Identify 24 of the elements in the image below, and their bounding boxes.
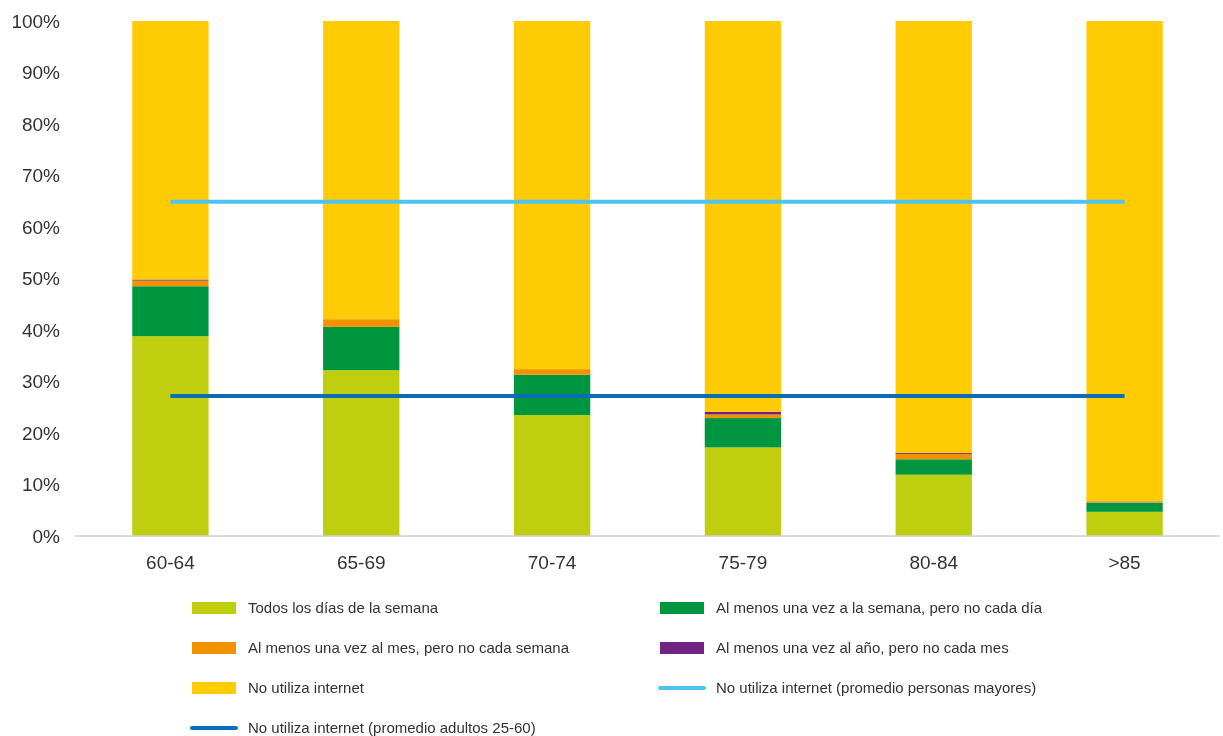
y-tick-label: 20% — [21, 422, 61, 444]
y-tick-label: 80% — [21, 113, 61, 135]
legend-label: No utiliza internet — [248, 679, 365, 697]
x-tick-label: >85 — [1108, 551, 1141, 573]
y-tick-label: 30% — [21, 371, 61, 393]
y-tick-label: 10% — [21, 474, 61, 496]
y-tick-label: 70% — [21, 165, 61, 187]
legend-label: Al menos una vez al mes, pero no cada semana — [248, 639, 570, 657]
y-tick-label: 60% — [21, 216, 61, 238]
legend-label: No utiliza internet (promedio personas mayores) — [716, 679, 1037, 697]
legend-label: Todos los días de la semana — [248, 599, 439, 617]
y-tick-label: 50% — [21, 268, 61, 290]
x-tick-label: 75-79 — [718, 551, 768, 573]
y-tick-label: 100% — [11, 10, 61, 32]
x-tick-label: 60-64 — [146, 551, 196, 573]
x-tick-label: 80-84 — [909, 551, 959, 573]
y-tick-label: 90% — [21, 62, 61, 84]
y-tick-label: 40% — [21, 319, 61, 341]
legend-label: Al menos una vez a la semana, pero no cada día — [716, 599, 1043, 617]
y-tick-label: 0% — [32, 525, 61, 547]
x-tick-label: 65-69 — [336, 551, 386, 573]
x-tick-label: 70-74 — [527, 551, 577, 573]
legend-label: Al menos una vez al año, pero no cada mes — [716, 639, 1009, 657]
legend-label: No utiliza internet (promedio adultos 25-60) — [248, 719, 536, 736]
